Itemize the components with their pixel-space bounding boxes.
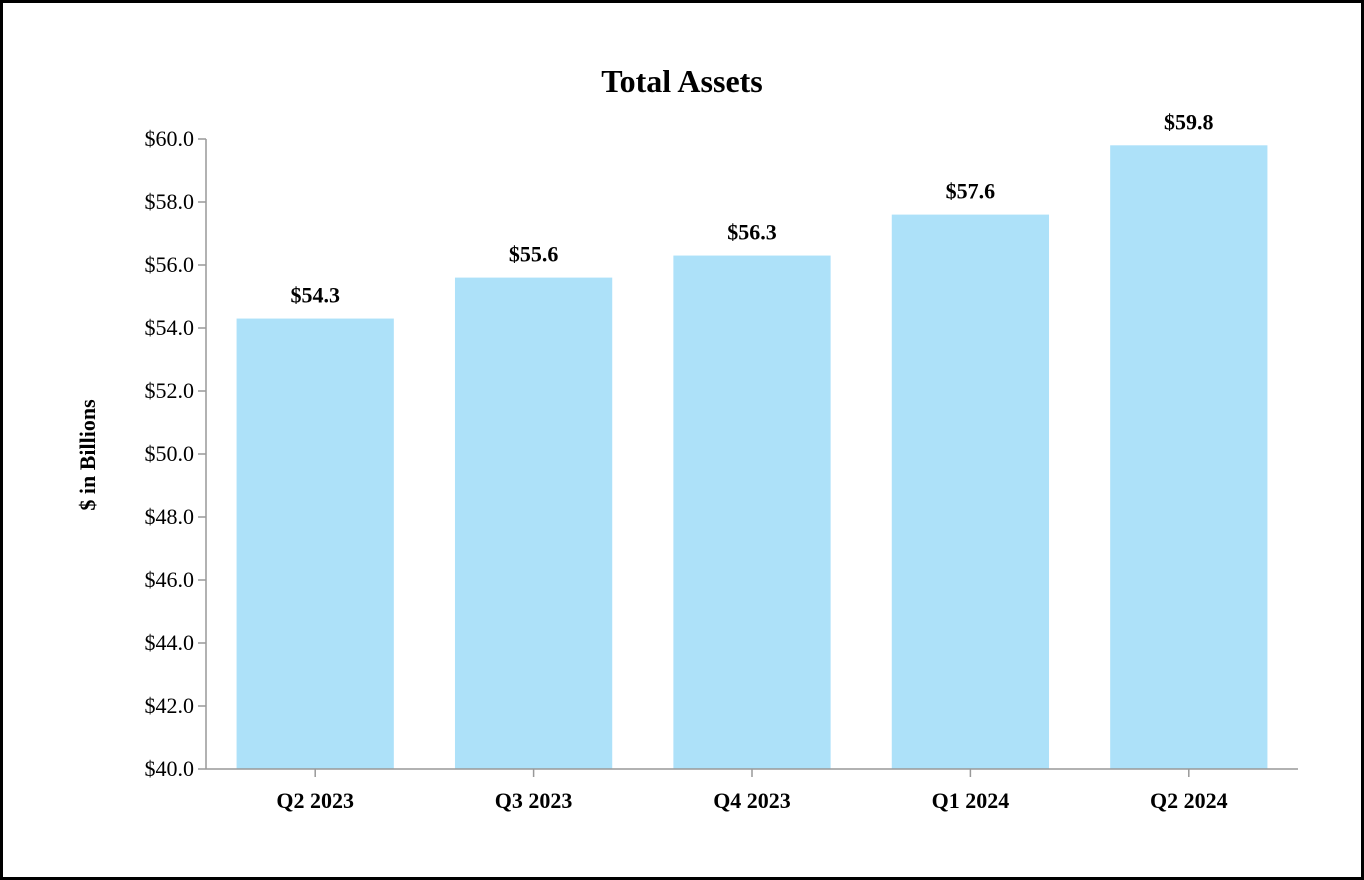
y-axis-ticks: $40.0 $42.0 $44.0 $46.0 $48.0 $50.0 $52.0 $54.0… <box>145 126 206 781</box>
bar <box>454 277 613 769</box>
y-tick-label: $48.0 <box>145 504 195 529</box>
x-tick-label: Q2 2023 <box>276 788 354 813</box>
y-tick-label: $44.0 <box>145 630 195 655</box>
data-label: $59.8 <box>1164 109 1214 134</box>
y-tick-label: $52.0 <box>145 378 195 403</box>
bar <box>891 214 1050 770</box>
bar <box>673 255 831 770</box>
data-label: $54.3 <box>290 283 340 308</box>
y-tick-label: $42.0 <box>145 693 195 718</box>
chart-title: Total Assets <box>601 63 763 99</box>
y-tick-label: $60.0 <box>145 126 195 151</box>
bar <box>236 318 394 769</box>
y-tick-label: $54.0 <box>145 315 195 340</box>
y-tick-label: $50.0 <box>145 441 195 466</box>
y-tick-label: $56.0 <box>145 252 195 277</box>
x-tick-label: Q2 2024 <box>1150 788 1228 813</box>
x-axis-ticks: Q2 2023 Q3 2023 Q4 2023 Q1 2024 Q2 2024 <box>276 769 1228 813</box>
bars <box>236 145 1268 770</box>
data-label: $56.3 <box>727 220 777 245</box>
y-tick-label: $58.0 <box>145 189 195 214</box>
y-tick-label: $46.0 <box>145 567 195 592</box>
x-tick-label: Q3 2023 <box>495 788 573 813</box>
data-label: $57.6 <box>946 179 996 204</box>
y-tick-label: $40.0 <box>145 756 195 781</box>
data-labels: $54.3 $55.6 $56.3 $57.6 $59.8 <box>290 109 1213 307</box>
x-tick-label: Q4 2023 <box>713 788 791 813</box>
bar <box>1110 145 1268 770</box>
data-label: $55.6 <box>509 242 559 267</box>
y-axis-label: $ in Billions <box>75 399 100 511</box>
x-tick-label: Q1 2024 <box>932 788 1010 813</box>
